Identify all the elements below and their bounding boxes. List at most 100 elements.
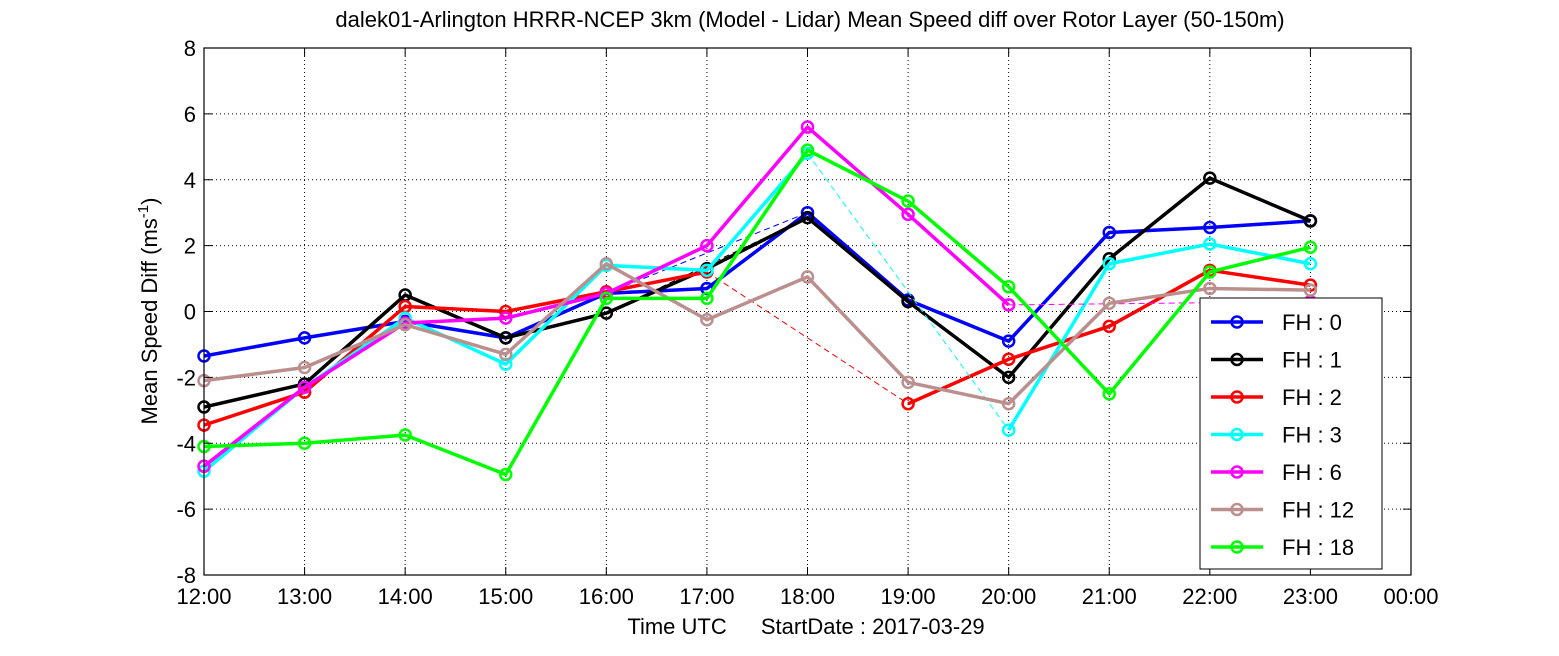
y-tick-label: -6 (176, 497, 196, 522)
data-point (1001, 423, 1016, 437)
y-tick-label: 6 (184, 102, 196, 127)
data-point (1102, 296, 1116, 311)
y-tick-label: 4 (184, 168, 196, 193)
data-point (800, 143, 815, 157)
data-point (700, 312, 714, 327)
x-tick-label: 16:00 (579, 584, 634, 609)
series-fh-12 (197, 256, 1318, 411)
data-point (499, 467, 513, 482)
series-dashed-connector (706, 271, 909, 405)
x-axis-label: Time UTC StartDate : 2017-03-29 (627, 614, 984, 639)
x-axis-title: Time UTC (627, 614, 727, 639)
legend-entry: FH : 2 (1211, 385, 1342, 410)
data-point (800, 270, 815, 284)
x-tick-label: 14:00 (378, 584, 433, 609)
data-point (599, 291, 614, 306)
series-dashed-connector (807, 153, 1010, 431)
series-line (203, 270, 708, 427)
x-tick-label: 12:00 (176, 584, 231, 609)
x-axis-start-date: StartDate : 2017-03-29 (761, 614, 985, 639)
legend-marker (1230, 390, 1244, 404)
data-point (499, 347, 513, 362)
legend-marker (1230, 427, 1244, 442)
x-tick-label: 13:00 (277, 584, 332, 609)
data-point (398, 317, 412, 332)
legend-label: FH : 6 (1282, 460, 1342, 485)
series-fh-18 (197, 143, 1318, 482)
legend-marker (1230, 352, 1244, 367)
series-fh-3 (197, 146, 1318, 478)
legend-label: FH : 3 (1282, 423, 1342, 448)
x-tick-label: 19:00 (881, 584, 936, 609)
data-point (901, 207, 915, 222)
legend-marker (1230, 315, 1244, 329)
series-line (907, 268, 1311, 406)
series-layer (197, 120, 1318, 482)
data-point (1102, 225, 1116, 240)
data-point (297, 436, 312, 450)
y-tick-label: 8 (184, 36, 196, 61)
legend-entry: FH : 6 (1211, 460, 1342, 485)
legend-entry: FH : 12 (1211, 498, 1354, 523)
data-point (700, 263, 714, 278)
x-tick-label: 22:00 (1182, 584, 1237, 609)
data-point (1303, 278, 1318, 292)
series-line (203, 210, 1311, 358)
series-dashed-connector (606, 212, 808, 294)
y-axis-label: Mean Speed Diff (ms-1) (135, 198, 162, 425)
y-tick-label: 0 (184, 300, 196, 325)
x-tick-label: 15:00 (478, 584, 533, 609)
legend-entry: FH : 1 (1211, 348, 1342, 373)
data-point (599, 306, 614, 320)
y-axis-label-close: ) (137, 198, 162, 205)
data-point (1203, 171, 1217, 185)
series-line (1007, 242, 1311, 431)
legend: FH : 0 FH : 1 FH : 2 FH : 3 FH : 6 FH : 12 FH … (1199, 297, 1383, 570)
legend-label: FH : 1 (1282, 348, 1342, 373)
x-tick-label: 20:00 (981, 584, 1036, 609)
axis-ticks: 12:00 13:00 14:00 15:00 16:00 17:00 18:00 19:00… (176, 36, 1438, 609)
y-tick-label: 2 (184, 234, 196, 259)
y-axis-label-exponent: -1 (135, 205, 152, 218)
x-tick-label: 18:00 (780, 584, 835, 609)
series-line (203, 176, 1312, 409)
y-axis-label-base: Mean Speed Diff (ms (137, 218, 162, 424)
legend-label: FH : 0 (1282, 310, 1342, 335)
data-point (700, 291, 714, 306)
data-point (1203, 237, 1217, 251)
data-point (1303, 240, 1318, 255)
data-point (901, 375, 915, 390)
data-point (901, 396, 915, 411)
legend-entry: FH : 0 (1211, 310, 1342, 335)
data-point (1303, 214, 1318, 228)
data-point (800, 210, 815, 225)
data-point (599, 256, 614, 271)
data-point (1001, 280, 1016, 294)
data-point (1102, 319, 1116, 334)
data-point (297, 380, 312, 395)
legend-label: FH : 2 (1282, 385, 1342, 410)
series-fh-1 (197, 171, 1318, 414)
data-point (1303, 256, 1318, 271)
data-point (297, 331, 312, 345)
data-point (499, 331, 513, 345)
x-tick-label: 00:00 (1383, 584, 1438, 609)
series-line (203, 148, 1311, 477)
legend-marker (1230, 502, 1244, 517)
data-point (1001, 370, 1016, 385)
data-point (1102, 256, 1116, 271)
x-tick-label: 23:00 (1283, 584, 1338, 609)
data-point (1001, 352, 1016, 367)
data-point (901, 294, 915, 309)
data-point (1001, 334, 1016, 348)
legend-marker (1230, 465, 1244, 479)
legend-marker (1230, 540, 1244, 554)
y-tick-label: -2 (176, 365, 196, 390)
data-point (1203, 281, 1217, 296)
legend-entry: FH : 18 (1211, 535, 1354, 560)
data-point (499, 311, 513, 325)
series-line (203, 261, 1311, 406)
data-point (1203, 265, 1217, 279)
data-point (1203, 220, 1217, 235)
